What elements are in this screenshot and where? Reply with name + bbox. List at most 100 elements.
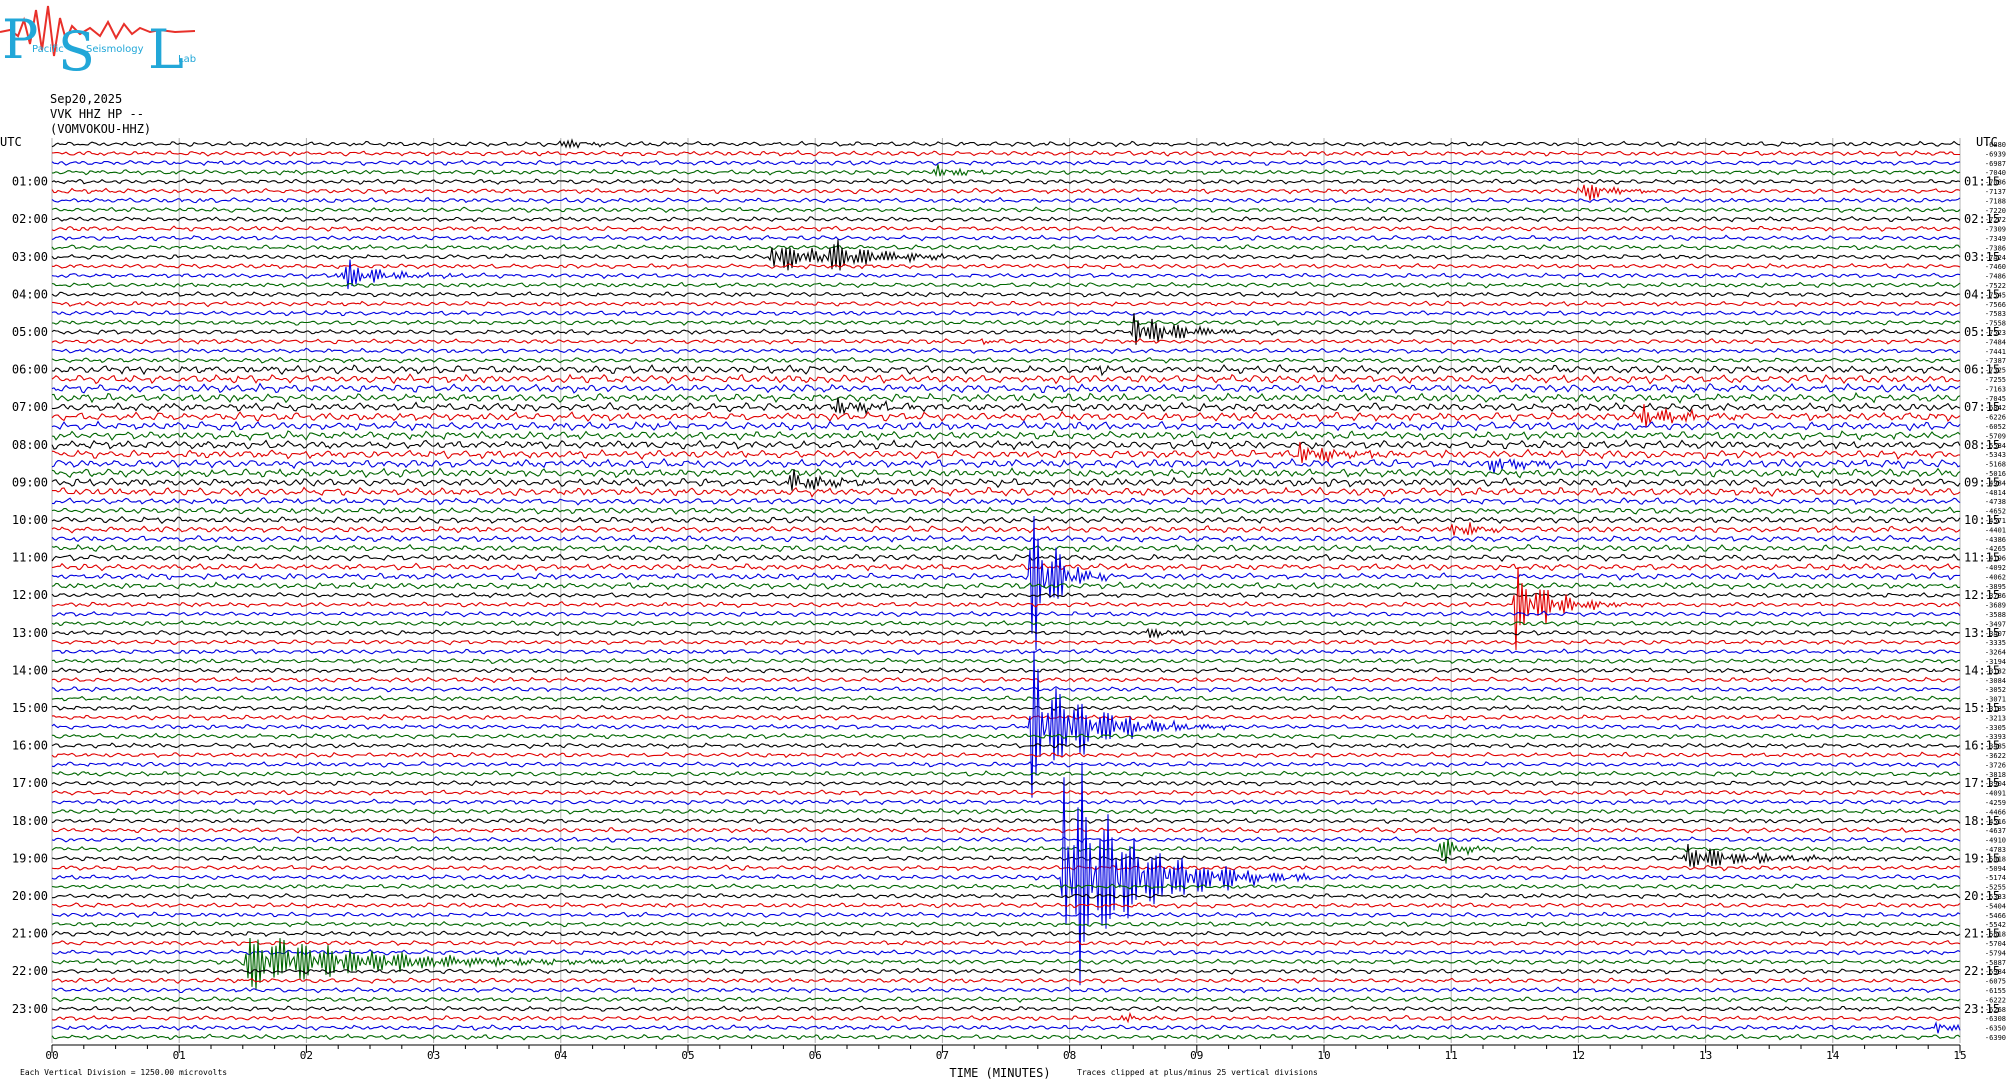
trace-line-53 bbox=[51, 638, 1961, 646]
hour-label-left: 10:00 bbox=[12, 513, 48, 527]
offset-label: -4386 bbox=[1985, 536, 2006, 544]
offset-label: -3213 bbox=[1985, 714, 2006, 722]
logo-letter-l: L bbox=[148, 18, 184, 80]
offset-label: -6350 bbox=[1985, 1025, 2006, 1033]
trace-line-41 bbox=[51, 522, 1961, 536]
x-tick-label: 15 bbox=[1953, 1049, 1966, 1062]
offset-label: -3305 bbox=[1985, 724, 2006, 732]
trace-line-45 bbox=[51, 562, 1961, 572]
trace-line-90 bbox=[51, 986, 1961, 994]
trace-line-75 bbox=[51, 838, 1961, 864]
logo-word-lab: Lab bbox=[178, 54, 196, 65]
x-axis: 00 01 02 03 04 05 06 07 08 09 10 11 12 13 14 15 bbox=[45, 1044, 1967, 1062]
x-tick-label: 04 bbox=[554, 1049, 568, 1062]
trace-line-12 bbox=[51, 239, 1961, 271]
trace-line-47 bbox=[51, 581, 1961, 591]
offset-label: -6268 bbox=[1985, 1006, 2006, 1014]
trace-line-9 bbox=[51, 225, 1961, 232]
trace-line-64 bbox=[51, 742, 1961, 749]
offset-label: -5174 bbox=[1985, 874, 2006, 882]
hour-label-right: 21:15 bbox=[1964, 927, 2000, 941]
x-tick-label: 02 bbox=[300, 1049, 313, 1062]
hour-label-right: 04:15 bbox=[1964, 287, 2000, 301]
trace-line-25 bbox=[51, 373, 1961, 385]
trace-line-3 bbox=[51, 164, 1961, 178]
trace-line-4 bbox=[51, 178, 1961, 185]
offset-label: -3084 bbox=[1985, 677, 2006, 685]
utc-label-right: UTC bbox=[1976, 135, 1998, 149]
hour-label-left: 09:00 bbox=[12, 475, 48, 489]
trace-line-78 bbox=[51, 762, 1961, 986]
trace-line-24 bbox=[51, 364, 1961, 377]
hour-label-left: 20:00 bbox=[12, 889, 48, 903]
seismic-traces bbox=[51, 138, 1961, 1041]
hour-label-right: 07:15 bbox=[1964, 400, 2000, 414]
trace-line-65 bbox=[51, 751, 1961, 759]
hour-label-right: 08:15 bbox=[1964, 438, 2000, 452]
offset-label: -3689 bbox=[1985, 602, 2006, 610]
offset-label: -5704 bbox=[1985, 940, 2006, 948]
offset-label: -7484 bbox=[1985, 338, 2006, 346]
offset-label: -3904 bbox=[1985, 780, 2006, 788]
hour-label-left: 23:00 bbox=[12, 1002, 48, 1016]
hour-label-left: 13:00 bbox=[12, 626, 48, 640]
trace-line-19 bbox=[51, 319, 1961, 327]
hour-label-left: 08:00 bbox=[12, 438, 48, 452]
hour-label-left: 04:00 bbox=[12, 287, 48, 301]
offset-label: -5709 bbox=[1985, 432, 2006, 440]
trace-line-61 bbox=[51, 714, 1961, 721]
offset-label: -6939 bbox=[1985, 150, 2006, 158]
trace-line-10 bbox=[51, 234, 1961, 242]
trace-line-52 bbox=[51, 627, 1961, 639]
trace-line-33 bbox=[51, 441, 1961, 463]
hour-label-right: 02:15 bbox=[1964, 212, 2000, 226]
hour-label-left: 19:00 bbox=[12, 851, 48, 865]
hour-label-left: 01:00 bbox=[12, 175, 48, 189]
x-tick-label: 12 bbox=[1572, 1049, 1585, 1062]
offset-label: -3726 bbox=[1985, 761, 2006, 769]
trace-line-62 bbox=[51, 650, 1961, 798]
offset-label: -6226 bbox=[1985, 414, 2006, 422]
trace-line-49 bbox=[51, 566, 1961, 651]
offset-label: -7583 bbox=[1985, 310, 2006, 318]
hour-label-left: 14:00 bbox=[12, 663, 48, 677]
offset-label: -5887 bbox=[1985, 959, 2006, 967]
offset-label: -7325 bbox=[1985, 367, 2006, 375]
x-tick-label: 07 bbox=[936, 1049, 949, 1062]
offset-label: -7220 bbox=[1985, 207, 2006, 215]
trace-line-13 bbox=[51, 262, 1961, 270]
x-tick-label: 00 bbox=[45, 1049, 58, 1062]
offset-label: -3407 bbox=[1985, 630, 2006, 638]
trace-line-51 bbox=[51, 620, 1961, 627]
utc-label-left: UTC bbox=[0, 135, 22, 149]
trace-line-95 bbox=[51, 1033, 1961, 1041]
trace-line-32 bbox=[51, 439, 1961, 451]
offset-label: -5018 bbox=[1985, 855, 2006, 863]
trace-line-42 bbox=[51, 534, 1961, 543]
offset-label: -7558 bbox=[1985, 320, 2006, 328]
trace-line-68 bbox=[51, 780, 1961, 787]
logo-word-pacific: Pacific bbox=[32, 44, 64, 55]
offset-label: -7424 bbox=[1985, 254, 2006, 262]
hour-label-right: 03:15 bbox=[1964, 250, 2000, 264]
hour-label-right: 06:15 bbox=[1964, 363, 2000, 377]
trace-line-87 bbox=[51, 937, 1961, 990]
offset-label: -7349 bbox=[1985, 235, 2006, 243]
trace-line-92 bbox=[51, 1005, 1961, 1013]
trace-line-50 bbox=[51, 610, 1961, 618]
offset-label: -7086 bbox=[1985, 179, 2006, 187]
minute-gridlines bbox=[51, 138, 1961, 1043]
trace-line-38 bbox=[51, 497, 1961, 506]
offset-label: -7386 bbox=[1985, 244, 2006, 252]
offset-label: -6155 bbox=[1985, 987, 2006, 995]
offset-label: -7523 bbox=[1985, 329, 2006, 337]
offset-label: -7272 bbox=[1985, 216, 2006, 224]
hour-labels-left: 01:00 02:00 03:00 04:00 05:00 06:00 07:00 08:00… bbox=[12, 175, 48, 1016]
x-tick-label: 03 bbox=[427, 1049, 440, 1062]
trace-line-79 bbox=[51, 883, 1961, 890]
trace-line-73 bbox=[51, 826, 1961, 834]
trace-line-76 bbox=[51, 844, 1961, 868]
trace-line-6 bbox=[51, 196, 1961, 204]
offset-label: -5255 bbox=[1985, 884, 2006, 892]
offset-label: -6880 bbox=[1985, 141, 2006, 149]
